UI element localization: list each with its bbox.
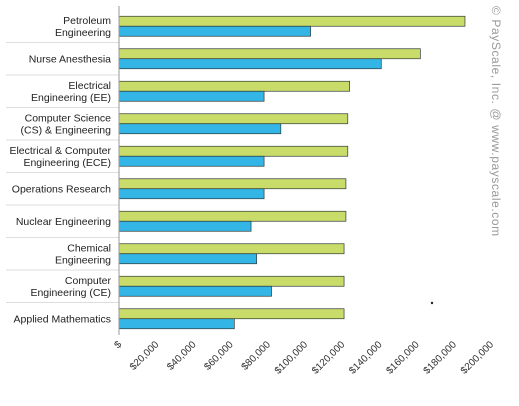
- category-label: Operations Research: [12, 183, 111, 195]
- category-label: Applied Mathematics: [14, 313, 111, 325]
- x-tick-label: $180,000: [422, 339, 460, 377]
- x-tick-label: $40,000: [165, 339, 199, 373]
- bar-green: [118, 15, 466, 27]
- bar-blue: [118, 58, 382, 70]
- stray-dot: [430, 301, 434, 305]
- bar-green: [118, 113, 349, 125]
- bar-green: [118, 145, 349, 157]
- bar-green: [118, 48, 421, 60]
- bar-blue: [118, 90, 265, 102]
- watermark: © PayScale, Inc. @ www.payscale.com: [489, 6, 503, 237]
- bar-green: [118, 210, 347, 222]
- x-tick-label: $: [112, 339, 124, 351]
- category-label: Petroleum Engineering: [55, 15, 111, 39]
- bars: [118, 15, 466, 330]
- category-label: Computer Engineering (CE): [30, 275, 111, 299]
- bar-blue: [118, 25, 311, 37]
- category-label: Electrical & Computer Engineering (ECE): [9, 145, 111, 169]
- x-tick-label: $100,000: [273, 339, 311, 377]
- bar-blue: [118, 220, 252, 232]
- bar-blue: [118, 318, 235, 330]
- bar-green: [118, 178, 347, 190]
- x-axis-tick-labels: $ $20,000 $40,000 $60,000 $80,000 $100,000 $12…: [112, 339, 496, 377]
- category-label: Computer Science (CS) & Engineering: [21, 112, 112, 136]
- bar-blue: [118, 155, 265, 167]
- category-separators: [6, 42, 119, 303]
- bar-blue: [118, 123, 282, 135]
- bar-green: [118, 243, 345, 255]
- x-tick-label: $120,000: [310, 339, 348, 377]
- category-label: Chemical Engineering: [55, 242, 111, 266]
- bar-blue: [118, 188, 265, 200]
- bar-green: [118, 308, 345, 320]
- category-label: Electrical Engineering (EE): [31, 80, 111, 104]
- x-tick-label: $200,000: [459, 339, 497, 377]
- x-tick-label: $160,000: [384, 339, 422, 377]
- x-tick-label: $60,000: [202, 339, 236, 373]
- x-tick-label: $140,000: [347, 339, 385, 377]
- x-tick-label: $80,000: [240, 339, 274, 373]
- x-tick-label: $20,000: [128, 339, 162, 373]
- bar-blue: [118, 285, 272, 297]
- category-label: Nuclear Engineering: [16, 216, 111, 228]
- bar-green: [118, 80, 350, 92]
- bar-green: [118, 275, 345, 287]
- category-labels: Petroleum Engineering Nurse Anesthesia Elec…: [9, 15, 111, 326]
- bar-blue: [118, 253, 257, 265]
- category-label: Nurse Anesthesia: [29, 53, 111, 65]
